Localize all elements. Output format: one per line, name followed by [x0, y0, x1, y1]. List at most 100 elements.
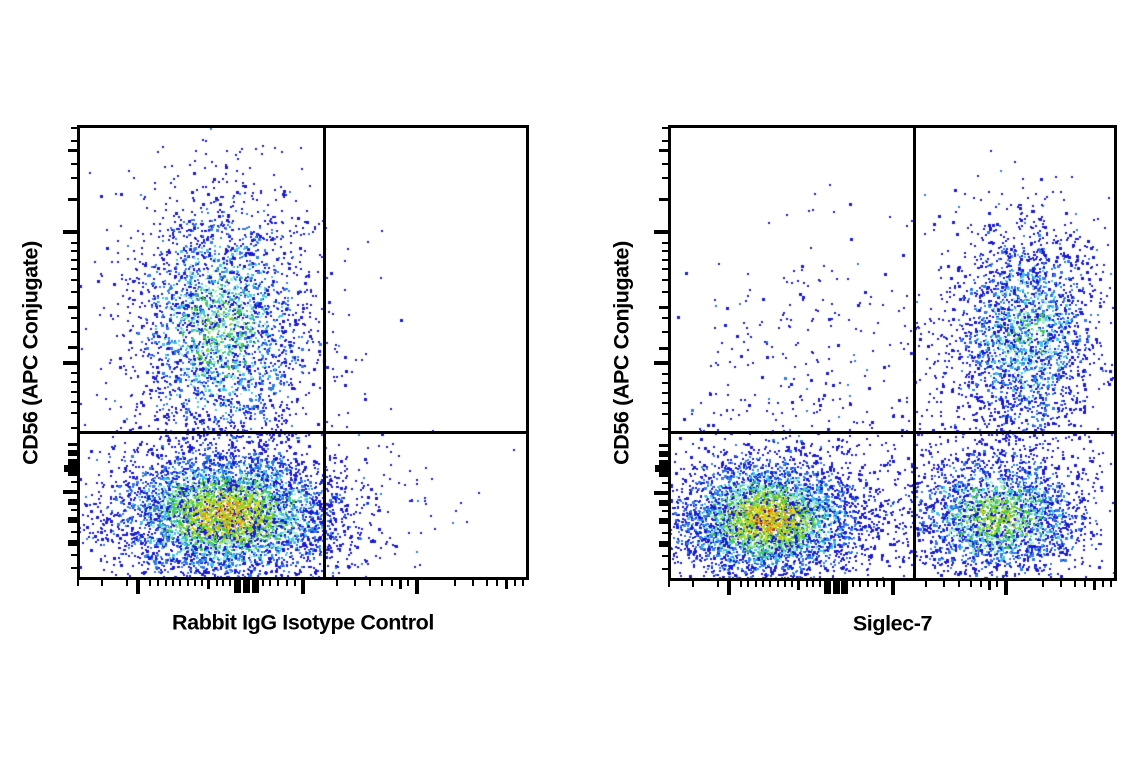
- axis-tick: [841, 581, 849, 594]
- axis-tick: [201, 580, 204, 586]
- axis-tick: [156, 580, 159, 586]
- axis-tick: [662, 554, 668, 557]
- axis-tick: [71, 139, 77, 142]
- axis-tick: [71, 279, 77, 282]
- axis-tick: [662, 317, 668, 320]
- axis-tick: [71, 241, 77, 244]
- axis-tick: [471, 580, 474, 586]
- scatter-dots-canvas: [80, 128, 526, 577]
- axis-tick: [662, 331, 668, 334]
- axis-tick: [1003, 581, 1008, 595]
- axis-tick: [71, 381, 77, 384]
- axis-tick: [187, 580, 190, 586]
- axis-tick: [662, 481, 668, 484]
- axis-tick: [64, 464, 77, 472]
- axis-tick: [522, 580, 525, 586]
- axis-tick: [777, 581, 780, 587]
- axis-tick: [659, 305, 668, 309]
- axis-tick: [883, 581, 886, 587]
- axis-tick: [654, 361, 668, 366]
- axis-tick: [716, 581, 719, 587]
- axis-tick: [662, 532, 668, 535]
- axis-tick: [970, 581, 973, 587]
- axis-tick: [353, 580, 356, 586]
- axis-tick: [136, 580, 141, 594]
- axis-tick: [71, 176, 77, 179]
- axis-tick: [858, 581, 861, 587]
- axis-tick: [791, 581, 794, 587]
- plot-frame: [77, 125, 529, 580]
- axis-tick: [659, 197, 668, 201]
- axis-tick: [234, 580, 242, 593]
- axis-tick: [659, 541, 668, 548]
- axis-tick: [662, 163, 668, 166]
- axis-tick: [1102, 581, 1105, 587]
- axis-tick: [812, 581, 815, 587]
- axis-tick: [739, 581, 742, 587]
- axis-tick: [71, 290, 77, 293]
- axis-tick: [662, 401, 668, 404]
- axis-tick: [979, 581, 982, 587]
- axis-tick: [796, 581, 800, 590]
- axis-tick: [277, 580, 280, 586]
- axis-tick: [662, 372, 668, 375]
- axis-tick: [71, 401, 77, 404]
- plot-frame: [668, 125, 1117, 581]
- axis-tick: [662, 381, 668, 384]
- x-axis-ticks: [667, 581, 1117, 597]
- axis-tick: [495, 580, 498, 586]
- axis-tick: [769, 581, 772, 587]
- axis-tick: [662, 509, 668, 512]
- quadrant-gate-horizontal-line: [671, 430, 1114, 434]
- axis-tick: [68, 499, 77, 506]
- axis-tick: [662, 412, 668, 415]
- axis-tick: [1074, 581, 1077, 587]
- axis-tick: [659, 470, 668, 477]
- axis-tick: [414, 580, 419, 594]
- axis-tick: [301, 580, 305, 594]
- axis-tick: [1042, 581, 1045, 587]
- axis-tick: [755, 581, 758, 587]
- x-axis-ticks: [76, 580, 529, 596]
- axis-tick: [655, 465, 668, 473]
- axis-tick: [987, 581, 991, 590]
- axis-tick: [1084, 581, 1087, 587]
- axis-tick: [691, 581, 694, 587]
- axis-tick: [957, 581, 960, 587]
- y-axis-label: CD56 (APC Conjugate): [18, 240, 43, 465]
- axis-tick: [667, 581, 670, 587]
- y-axis-label: CD56 (APC Conjugate): [609, 241, 634, 465]
- axis-tick: [824, 581, 832, 594]
- axis-tick: [68, 305, 77, 309]
- axis-tick: [662, 427, 668, 430]
- axis-tick: [71, 481, 77, 484]
- axis-tick: [513, 580, 516, 586]
- axis-tick: [193, 580, 196, 586]
- axis-tick: [784, 581, 787, 587]
- axis-tick: [659, 500, 668, 507]
- axis-tick: [293, 580, 296, 586]
- quadrant-gate-vertical-line: [323, 128, 327, 577]
- axis-tick: [662, 568, 668, 571]
- axis-tick: [662, 291, 668, 294]
- axis-tick: [71, 508, 77, 511]
- axis-tick: [206, 580, 210, 589]
- axis-tick: [890, 581, 895, 595]
- axis-tick: [68, 149, 77, 153]
- axis-tick: [71, 267, 77, 270]
- axis-tick: [662, 139, 668, 142]
- axis-tick: [68, 459, 77, 466]
- x-axis-label: Siglec-7: [852, 611, 933, 636]
- axis-tick: [995, 581, 998, 587]
- axis-tick: [68, 516, 77, 523]
- axis-tick: [71, 250, 77, 253]
- axis-tick: [1110, 581, 1113, 587]
- axis-tick: [662, 176, 668, 179]
- axis-tick: [251, 580, 259, 593]
- axis-tick: [71, 371, 77, 374]
- axis-tick: [71, 427, 77, 430]
- axis-tick: [71, 259, 77, 262]
- axis-tick: [368, 580, 371, 586]
- axis-tick: [71, 316, 77, 319]
- axis-tick: [216, 580, 219, 586]
